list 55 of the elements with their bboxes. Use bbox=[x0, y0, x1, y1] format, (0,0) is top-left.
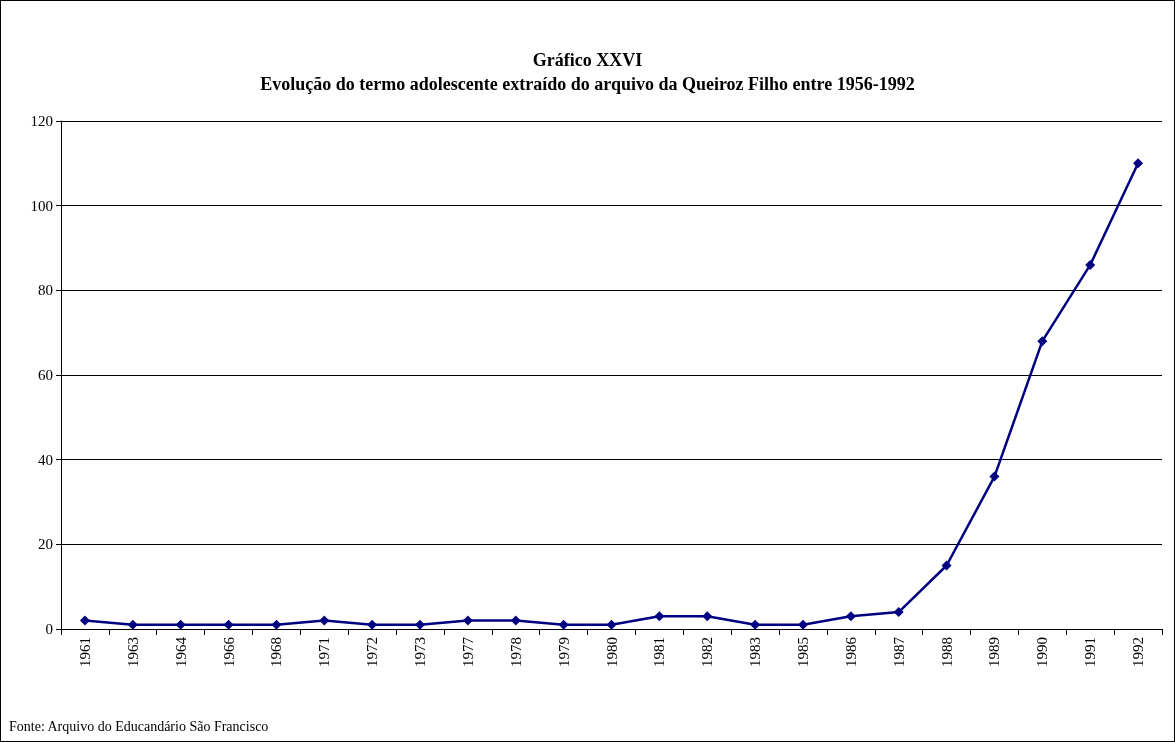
point bbox=[415, 619, 426, 630]
point bbox=[654, 611, 665, 622]
point bbox=[845, 611, 856, 622]
point bbox=[941, 560, 952, 571]
x-tick-label: 1964 bbox=[172, 636, 189, 667]
point bbox=[702, 611, 713, 622]
x-tick-label: 1990 bbox=[1034, 637, 1051, 667]
x-tick-label: 1966 bbox=[220, 636, 237, 667]
x-tick-label: 1973 bbox=[412, 637, 429, 667]
x-tick-label: 1961 bbox=[76, 637, 93, 667]
x-tick-label: 1992 bbox=[1130, 637, 1147, 667]
point bbox=[1037, 336, 1048, 347]
y-tick-label: 60 bbox=[38, 367, 53, 383]
x-tick-label: 1968 bbox=[268, 637, 285, 667]
point bbox=[558, 619, 569, 630]
x-tick-label: 1977 bbox=[459, 636, 476, 667]
y-tick-label: 100 bbox=[30, 197, 53, 214]
x-tick-label: 1986 bbox=[842, 636, 859, 667]
x-tick-label: 1985 bbox=[794, 637, 811, 667]
x-tick-label: 1987 bbox=[890, 636, 907, 667]
x-tick-label: 1971 bbox=[316, 637, 333, 667]
point bbox=[606, 619, 617, 630]
point bbox=[175, 619, 186, 630]
point bbox=[893, 607, 904, 618]
x-tick-label: 1981 bbox=[651, 637, 668, 667]
x-tick-label: 1991 bbox=[1082, 637, 1099, 667]
x-tick-label: 1988 bbox=[938, 637, 955, 667]
point bbox=[989, 471, 1000, 482]
point bbox=[1133, 158, 1144, 169]
y-tick-label: 80 bbox=[38, 282, 53, 299]
x-tick-label: 1980 bbox=[603, 637, 620, 667]
x-tick-label: 1983 bbox=[747, 637, 764, 667]
x-tick-label: 1982 bbox=[699, 637, 716, 667]
x-tick-label: 1963 bbox=[124, 637, 141, 667]
y-tick-label: 120 bbox=[30, 113, 53, 129]
y-tick-label: 0 bbox=[45, 621, 53, 637]
source-note: Fonte: Arquivo do Educandário São Francisco bbox=[9, 718, 269, 734]
point bbox=[1085, 259, 1096, 270]
x-tick-label: 1989 bbox=[986, 637, 1003, 667]
y-tick-label: 20 bbox=[38, 536, 53, 553]
point bbox=[127, 619, 138, 630]
point bbox=[510, 615, 521, 626]
y-tick-label: 40 bbox=[38, 451, 53, 468]
x-tick-label: 1978 bbox=[507, 637, 524, 667]
x-tick-label: 1972 bbox=[364, 637, 381, 667]
point bbox=[223, 619, 234, 630]
point bbox=[271, 619, 282, 630]
x-tick-label: 1979 bbox=[555, 637, 572, 667]
chart-subtitle: Evolução do termo adolescente extraído do arquivo da Queiroz Filho entre 1956-1992 bbox=[260, 74, 915, 94]
point bbox=[367, 619, 378, 630]
point bbox=[750, 619, 761, 630]
point bbox=[319, 615, 330, 626]
point bbox=[79, 615, 90, 626]
point bbox=[462, 615, 473, 626]
chart-title: Gráfico XXVI bbox=[532, 50, 643, 70]
